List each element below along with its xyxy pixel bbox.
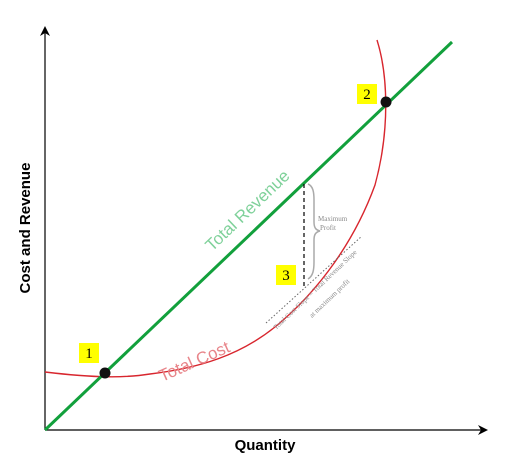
maximum-profit-brace <box>307 183 321 280</box>
total-cost-curve <box>44 39 387 378</box>
break-even-point-1 <box>99 367 111 379</box>
marker-2: 2 <box>357 84 377 104</box>
break-even-point-2 <box>380 96 392 108</box>
slope-annotation-line2: at maximum profit <box>308 277 352 319</box>
tangent-slope-line <box>265 235 363 324</box>
total-cost-label: Total Cost <box>156 337 233 385</box>
maximum-profit-label-line1: Maximum <box>318 215 348 223</box>
marker-2-number: 2 <box>363 87 371 103</box>
marker-1: 1 <box>79 343 99 363</box>
maximum-profit-label-line2: Profit <box>320 224 336 232</box>
marker-1-number: 1 <box>85 346 93 362</box>
marker-3-number: 3 <box>282 268 290 284</box>
total-revenue-label: Total Revenue <box>202 166 294 255</box>
marker-3: 3 <box>276 265 296 285</box>
y-axis-title: Cost and Revenue <box>17 163 34 294</box>
x-axis-title: Quantity <box>235 437 296 454</box>
slope-annotation-line1: Total Cost Slope = Total Revenue Slope <box>272 248 359 331</box>
